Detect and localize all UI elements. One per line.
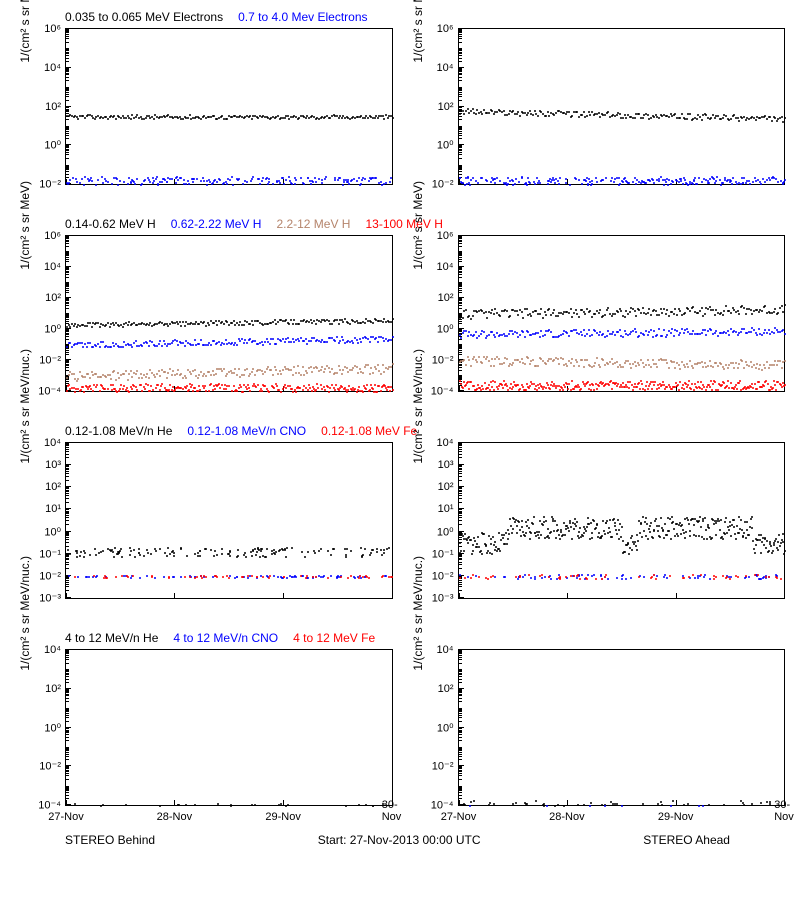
plot-area: 1/(cm² s sr MeV/nuc.)10⁻³10⁻²10⁻¹10⁰10¹1… — [65, 442, 393, 599]
footer-right: STEREO Ahead — [643, 833, 730, 847]
series-title: 4 to 12 MeV/n CNO — [173, 631, 278, 647]
y-tick-label: 10⁰ — [26, 139, 61, 152]
plot-area: 1/(cm² s sr MeV/nuc.)10⁻⁴10⁻²10⁰10²10⁴27… — [65, 649, 393, 806]
x-tick-label: 27-Nov — [48, 811, 83, 823]
panel-right: 1/(cm² s sr MeV)10⁻²10⁰10²10⁴10⁶ — [458, 10, 791, 205]
panel-left: 0.14-0.62 MeV H 0.62-2.22 MeV H 2.2-12 MeV… — [65, 217, 398, 412]
y-tick-label: 10² — [26, 481, 61, 493]
y-tick-label: 10⁴ — [419, 261, 454, 273]
x-tick-label: 29-Nov — [658, 811, 693, 823]
series-title: 0.14-0.62 MeV H — [65, 217, 156, 233]
series-title: 0.12-1.08 MeV/n CNO — [187, 424, 306, 440]
y-tick-label: 10⁻⁴ — [26, 799, 61, 812]
y-tick-label: 10⁰ — [419, 139, 454, 152]
y-tick-label: 10² — [419, 683, 454, 695]
y-tick-label: 10⁴ — [26, 62, 61, 74]
y-tick-label: 10⁴ — [419, 62, 454, 74]
y-tick-label: 10⁶ — [26, 230, 61, 242]
y-axis-label: 1/(cm² s sr MeV) — [411, 180, 425, 269]
y-tick-label: 10² — [419, 481, 454, 493]
series-title: 0.12-1.08 MeV Fe — [321, 424, 417, 440]
x-tick-label: 28-Nov — [549, 811, 584, 823]
y-tick-label: 10⁰ — [26, 323, 61, 336]
y-tick-label: 10⁰ — [26, 525, 61, 538]
series-title: 4 to 12 MeV Fe — [293, 631, 375, 647]
plot-area: 1/(cm² s sr MeV/nuc.)10⁻⁴10⁻²10⁰10²10⁴27… — [458, 649, 786, 806]
y-tick-label: 10² — [419, 292, 454, 304]
y-tick-label: 10⁶ — [419, 230, 454, 242]
plot-area: 1/(cm² s sr MeV)10⁻²10⁰10²10⁴10⁶ — [458, 28, 786, 185]
y-tick-label: 10³ — [419, 459, 454, 471]
panel-left: 0.12-1.08 MeV/n He0.12-1.08 MeV/n CNO0.1… — [65, 424, 398, 619]
y-tick-label: 10⁴ — [26, 644, 61, 656]
chart-row: 0.12-1.08 MeV/n He 0.12-1.08 MeV/n CNO 0.1… — [10, 424, 790, 619]
series-title: 0.62-2.22 MeV H — [171, 217, 262, 233]
chart-row: 0.035 to 0.065 MeV Electrons 0.7 to 4.0 M… — [10, 10, 790, 205]
y-tick-label: 10⁻² — [419, 760, 454, 773]
footer-left: STEREO Behind — [65, 833, 155, 847]
y-axis-label: 1/(cm² s sr MeV) — [18, 180, 32, 269]
y-tick-label: 10⁻² — [26, 760, 61, 773]
y-tick-label: 10¹ — [26, 503, 61, 515]
y-tick-label: 10² — [26, 292, 61, 304]
panel-right: 1/(cm² s sr MeV/nuc.)10⁻³10⁻²10⁻¹10⁰10¹1… — [458, 424, 791, 619]
panel-left: 0.035 to 0.065 MeV Electrons 0.7 to 4.0 M… — [65, 10, 398, 205]
y-tick-label: 10⁶ — [26, 23, 61, 35]
y-tick-label: 10⁰ — [419, 323, 454, 336]
panel-left: 4 to 12 MeV/n He 4 to 12 MeV/n CNO 4 to 12… — [65, 631, 398, 826]
series-title: 0.12-1.08 MeV/n He — [65, 424, 172, 440]
y-tick-label: 10⁴ — [419, 644, 454, 656]
plot-area: 1/(cm² s sr MeV/nuc.)10⁻³10⁻²10⁻¹10⁰10¹1… — [458, 442, 786, 599]
series-title: 0.035 to 0.065 MeV Electrons — [65, 10, 223, 26]
figure: 0.035 to 0.065 MeV Electrons 0.7 to 4.0 M… — [10, 10, 790, 890]
y-tick-label: 10¹ — [419, 503, 454, 515]
y-tick-label: 10⁰ — [26, 721, 61, 734]
y-tick-label: 10² — [419, 101, 454, 113]
y-tick-label: 10⁻⁴ — [419, 799, 454, 812]
plot-area: 1/(cm² s sr MeV)10⁻⁴10⁻²10⁰10²10⁴10⁶ — [65, 235, 393, 392]
plot-area: 1/(cm² s sr MeV)10⁻⁴10⁻²10⁰10²10⁴10⁶ — [458, 235, 786, 392]
panel-right: 1/(cm² s sr MeV)10⁻⁴10⁻²10⁰10²10⁴10⁶ — [458, 217, 791, 412]
plot-area: 1/(cm² s sr MeV)10⁻²10⁰10²10⁴10⁶ — [65, 28, 393, 185]
figure-footer: STEREO Behind Start: 27-Nov-2013 00:00 U… — [10, 833, 790, 847]
y-tick-label: 10⁴ — [419, 437, 454, 449]
y-tick-label: 10⁶ — [419, 23, 454, 35]
y-tick-label: 10³ — [26, 459, 61, 471]
y-tick-label: 10⁴ — [26, 437, 61, 449]
y-tick-label: 10² — [26, 683, 61, 695]
y-tick-label: 10² — [26, 101, 61, 113]
chart-row: 4 to 12 MeV/n He 4 to 12 MeV/n CNO 4 to 12… — [10, 631, 790, 826]
chart-row: 0.14-0.62 MeV H 0.62-2.22 MeV H 2.2-12 MeV… — [10, 217, 790, 412]
series-title: 2.2-12 MeV H — [276, 217, 350, 233]
y-tick-label: 10⁰ — [419, 721, 454, 734]
series-title: 4 to 12 MeV/n He — [65, 631, 158, 647]
x-tick-label: 29-Nov — [265, 811, 300, 823]
x-tick-label: 27-Nov — [441, 811, 476, 823]
footer-center: Start: 27-Nov-2013 00:00 UTC — [318, 833, 481, 847]
y-tick-label: 10⁴ — [26, 261, 61, 273]
y-tick-label: 10⁰ — [419, 525, 454, 538]
series-title: 0.7 to 4.0 Mev Electrons — [238, 10, 367, 26]
x-tick-label: 28-Nov — [157, 811, 192, 823]
panel-right: 1/(cm² s sr MeV/nuc.)10⁻⁴10⁻²10⁰10²10⁴27… — [458, 631, 791, 826]
